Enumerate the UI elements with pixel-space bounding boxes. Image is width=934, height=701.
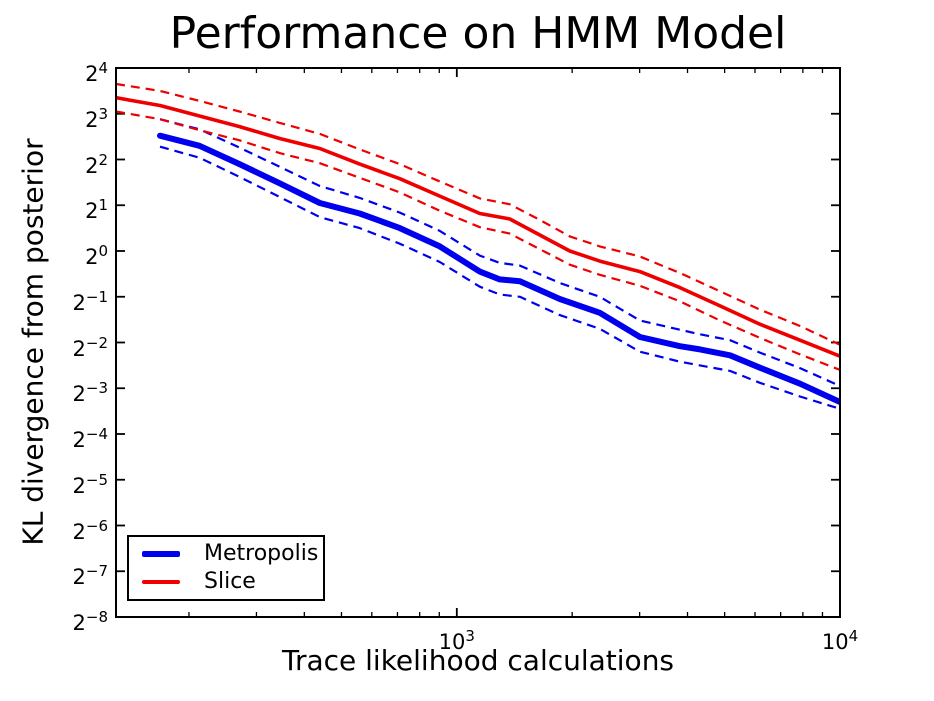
metropolis-upper-band-line [159, 118, 840, 388]
y-tick-label: 24 [85, 59, 108, 86]
x-axis-label: Trace likelihood calculations [281, 644, 675, 677]
y-tick-label: 20 [85, 242, 108, 269]
metropolis-line [157, 132, 840, 405]
y-tick-label: 2−8 [72, 608, 109, 635]
legend: Metropolis Slice [127, 535, 325, 601]
legend-label-slice: Slice [204, 569, 256, 594]
chart-title: Performance on HMM Model [169, 8, 787, 59]
x-tick-label: 104 [821, 627, 859, 654]
legend-item-slice: Slice [129, 571, 323, 593]
y-tick-label: 2−3 [72, 379, 109, 407]
x-tick-label: 103 [438, 627, 475, 654]
y-tick-label: 21 [85, 196, 108, 224]
y-tick-label: 2−5 [72, 470, 109, 498]
slice-upper-band-line [116, 82, 840, 346]
y-tick-label: 2−2 [72, 333, 109, 361]
metropolis-lower-band-line [159, 145, 840, 410]
slice-line-swatch [142, 580, 180, 584]
axes-frame [115, 67, 841, 618]
y-tick-label: 22 [85, 150, 108, 178]
legend-item-metropolis: Metropolis [129, 543, 323, 565]
legend-label-metropolis: Metropolis [204, 541, 319, 566]
y-tick-label: 2−7 [72, 562, 109, 590]
slice-lower-band-line [116, 110, 840, 371]
y-tick-label: 23 [85, 104, 108, 132]
y-tick-label: 2−4 [72, 425, 109, 452]
metropolis-line-swatch [142, 551, 180, 557]
y-tick-label: 2−6 [72, 516, 109, 544]
y-tick-label: 2−1 [72, 287, 109, 315]
slice-line [116, 95, 840, 359]
